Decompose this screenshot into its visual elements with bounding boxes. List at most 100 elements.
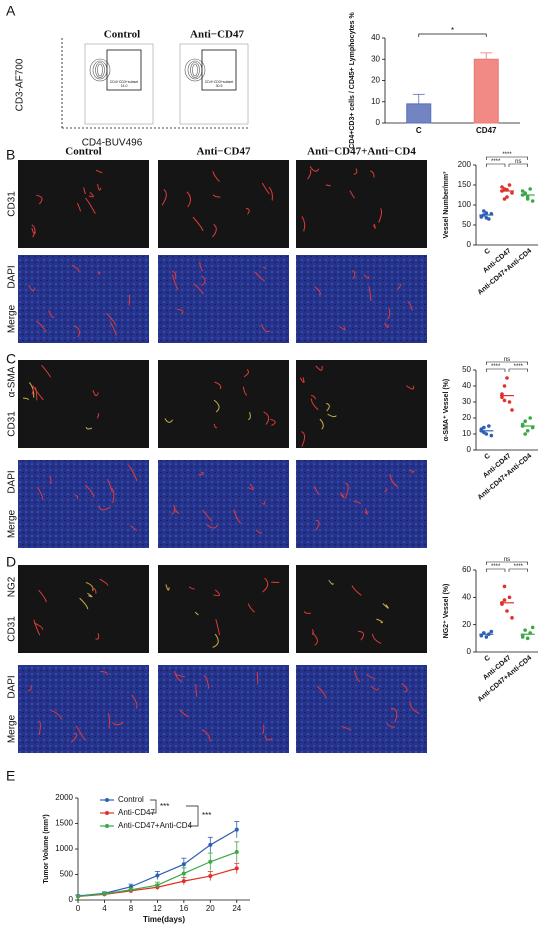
vessel [312,632,318,646]
micrograph [296,255,427,343]
flow-title: Control [104,29,140,41]
row-label: α-SMA [7,366,18,397]
significance-label: *** [202,811,211,820]
micrograph [18,665,149,753]
panel-label: B [6,147,15,163]
vessel [371,633,382,644]
vessel [76,202,82,212]
vessel [165,584,170,591]
x-tick-label: 0 [76,904,81,913]
micrograph [18,565,149,653]
x-tick-label: 16 [179,904,188,913]
vessel [27,684,32,692]
x-tick-label: C [483,453,491,462]
row-label: DAPI [7,265,18,288]
vessel [194,611,199,616]
vessel [242,386,248,396]
vessel [407,301,414,311]
vessel [366,674,376,680]
vessel [31,227,36,235]
vessel [87,592,93,598]
data-point [505,376,509,380]
y-tick-label: 500 [60,870,74,879]
vessel [384,488,388,493]
y-axis-label: α-SMA⁺ Vessel (%) [443,379,450,441]
vessel [262,724,265,735]
vessel [314,286,321,296]
vessel [203,675,210,689]
contour [97,63,103,77]
data-point [525,195,530,199]
y-tick-label: 2000 [55,793,73,802]
data-point [234,827,239,832]
vessel [301,216,306,232]
significance-label: **** [514,564,524,570]
vessel [315,520,320,531]
panel-label: D [6,554,16,570]
vessel [389,474,399,488]
vessel [88,191,94,198]
y-tick-label: 30 [371,54,380,63]
micrograph [296,360,427,448]
vessel [299,377,305,384]
data-point [155,873,160,878]
vessel [32,385,44,401]
y-tick-label: 0 [69,895,74,904]
data-point [510,191,514,195]
vessel [83,187,87,195]
vessel [33,619,41,636]
legend-marker [105,824,109,828]
legend-label: Anti-CD47 [118,808,155,817]
vessel [245,208,250,215]
data-point [479,427,484,432]
panel-label: E [6,768,15,784]
y-tick-label: 50 [462,365,471,374]
vessel [390,707,398,723]
micrograph [296,565,427,653]
y-axis-label: NG2⁺ Vessel (%) [443,584,450,639]
vessel [97,271,101,275]
vessel [387,307,391,320]
data-point [502,598,507,602]
significance-bracket [150,799,157,814]
vessel [353,168,358,175]
row-label: DAPI [7,470,18,493]
significance-label: **** [491,564,501,570]
vessel [255,529,263,534]
vessel [212,633,219,648]
row-label: Merge [7,714,18,743]
micrograph [158,460,289,548]
data-point [155,883,160,888]
vessel [370,170,375,178]
data-point [502,384,507,388]
vessel [213,589,221,597]
vessel [339,326,346,331]
vessel [172,270,177,280]
data-point [181,879,186,884]
y-tick-label: 20 [371,76,380,85]
data-point [482,209,486,213]
vessel [316,686,327,699]
x-tick-label: C [416,126,422,135]
vessel [111,487,115,504]
vessel [112,721,124,726]
vessel [384,322,389,329]
vessel [100,670,108,676]
vessel [131,694,138,709]
panel-label: A [6,3,16,19]
micrograph [158,160,289,248]
vessel [397,283,401,290]
significance-label: * [451,26,454,35]
row-label: CD31 [7,191,18,217]
data-point [525,636,530,641]
vessel [48,310,55,318]
y-tick-label: 0 [467,240,472,249]
data-point [523,419,527,424]
y-tick-label: 0 [467,445,472,454]
vessel [193,283,204,295]
vessel [174,670,183,683]
y-tick-label: 40 [462,381,471,390]
data-point [507,400,512,404]
vessel [352,270,356,280]
